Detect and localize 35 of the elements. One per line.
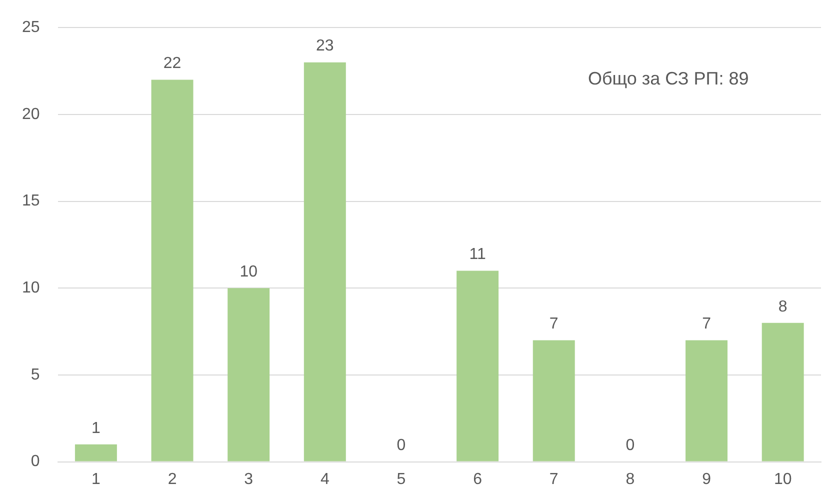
y-tick-label: 10 [22,280,40,297]
y-tick-label: 20 [22,106,40,123]
bar [456,270,499,462]
y-tick-label: 25 [22,19,40,36]
data-label: 1 [92,420,101,437]
data-label: 7 [549,316,558,333]
x-tick-label: 3 [244,470,254,488]
x-tick-label: 8 [626,470,635,488]
bar [74,444,117,462]
bar [304,62,346,462]
data-label: 22 [163,55,182,72]
bar [686,340,728,462]
data-label: 7 [702,316,712,333]
data-label: 0 [626,437,635,454]
x-tick-label: 10 [774,470,792,488]
x-tick-label: 7 [549,470,558,488]
data-label: 8 [778,298,788,316]
y-tick-label: 0 [30,453,40,470]
x-tick-label: 4 [320,470,330,488]
bar [532,340,575,462]
data-label: 0 [396,437,406,454]
y-tick-label: 5 [30,366,40,384]
x-tick-label: 2 [168,470,177,488]
x-tick-label: 1 [92,470,101,488]
annotation: Общо за СЗ РП: 89 [588,68,749,89]
bar [228,288,270,462]
y-tick-label: 15 [22,192,40,210]
data-label: 11 [469,246,486,264]
bar [762,322,804,462]
data-label: 23 [316,38,334,55]
x-tick-label: 5 [396,470,406,488]
bar [151,80,194,462]
data-label: 10 [240,264,258,281]
x-tick-label: 6 [473,470,482,488]
x-tick-label: 9 [702,470,712,488]
